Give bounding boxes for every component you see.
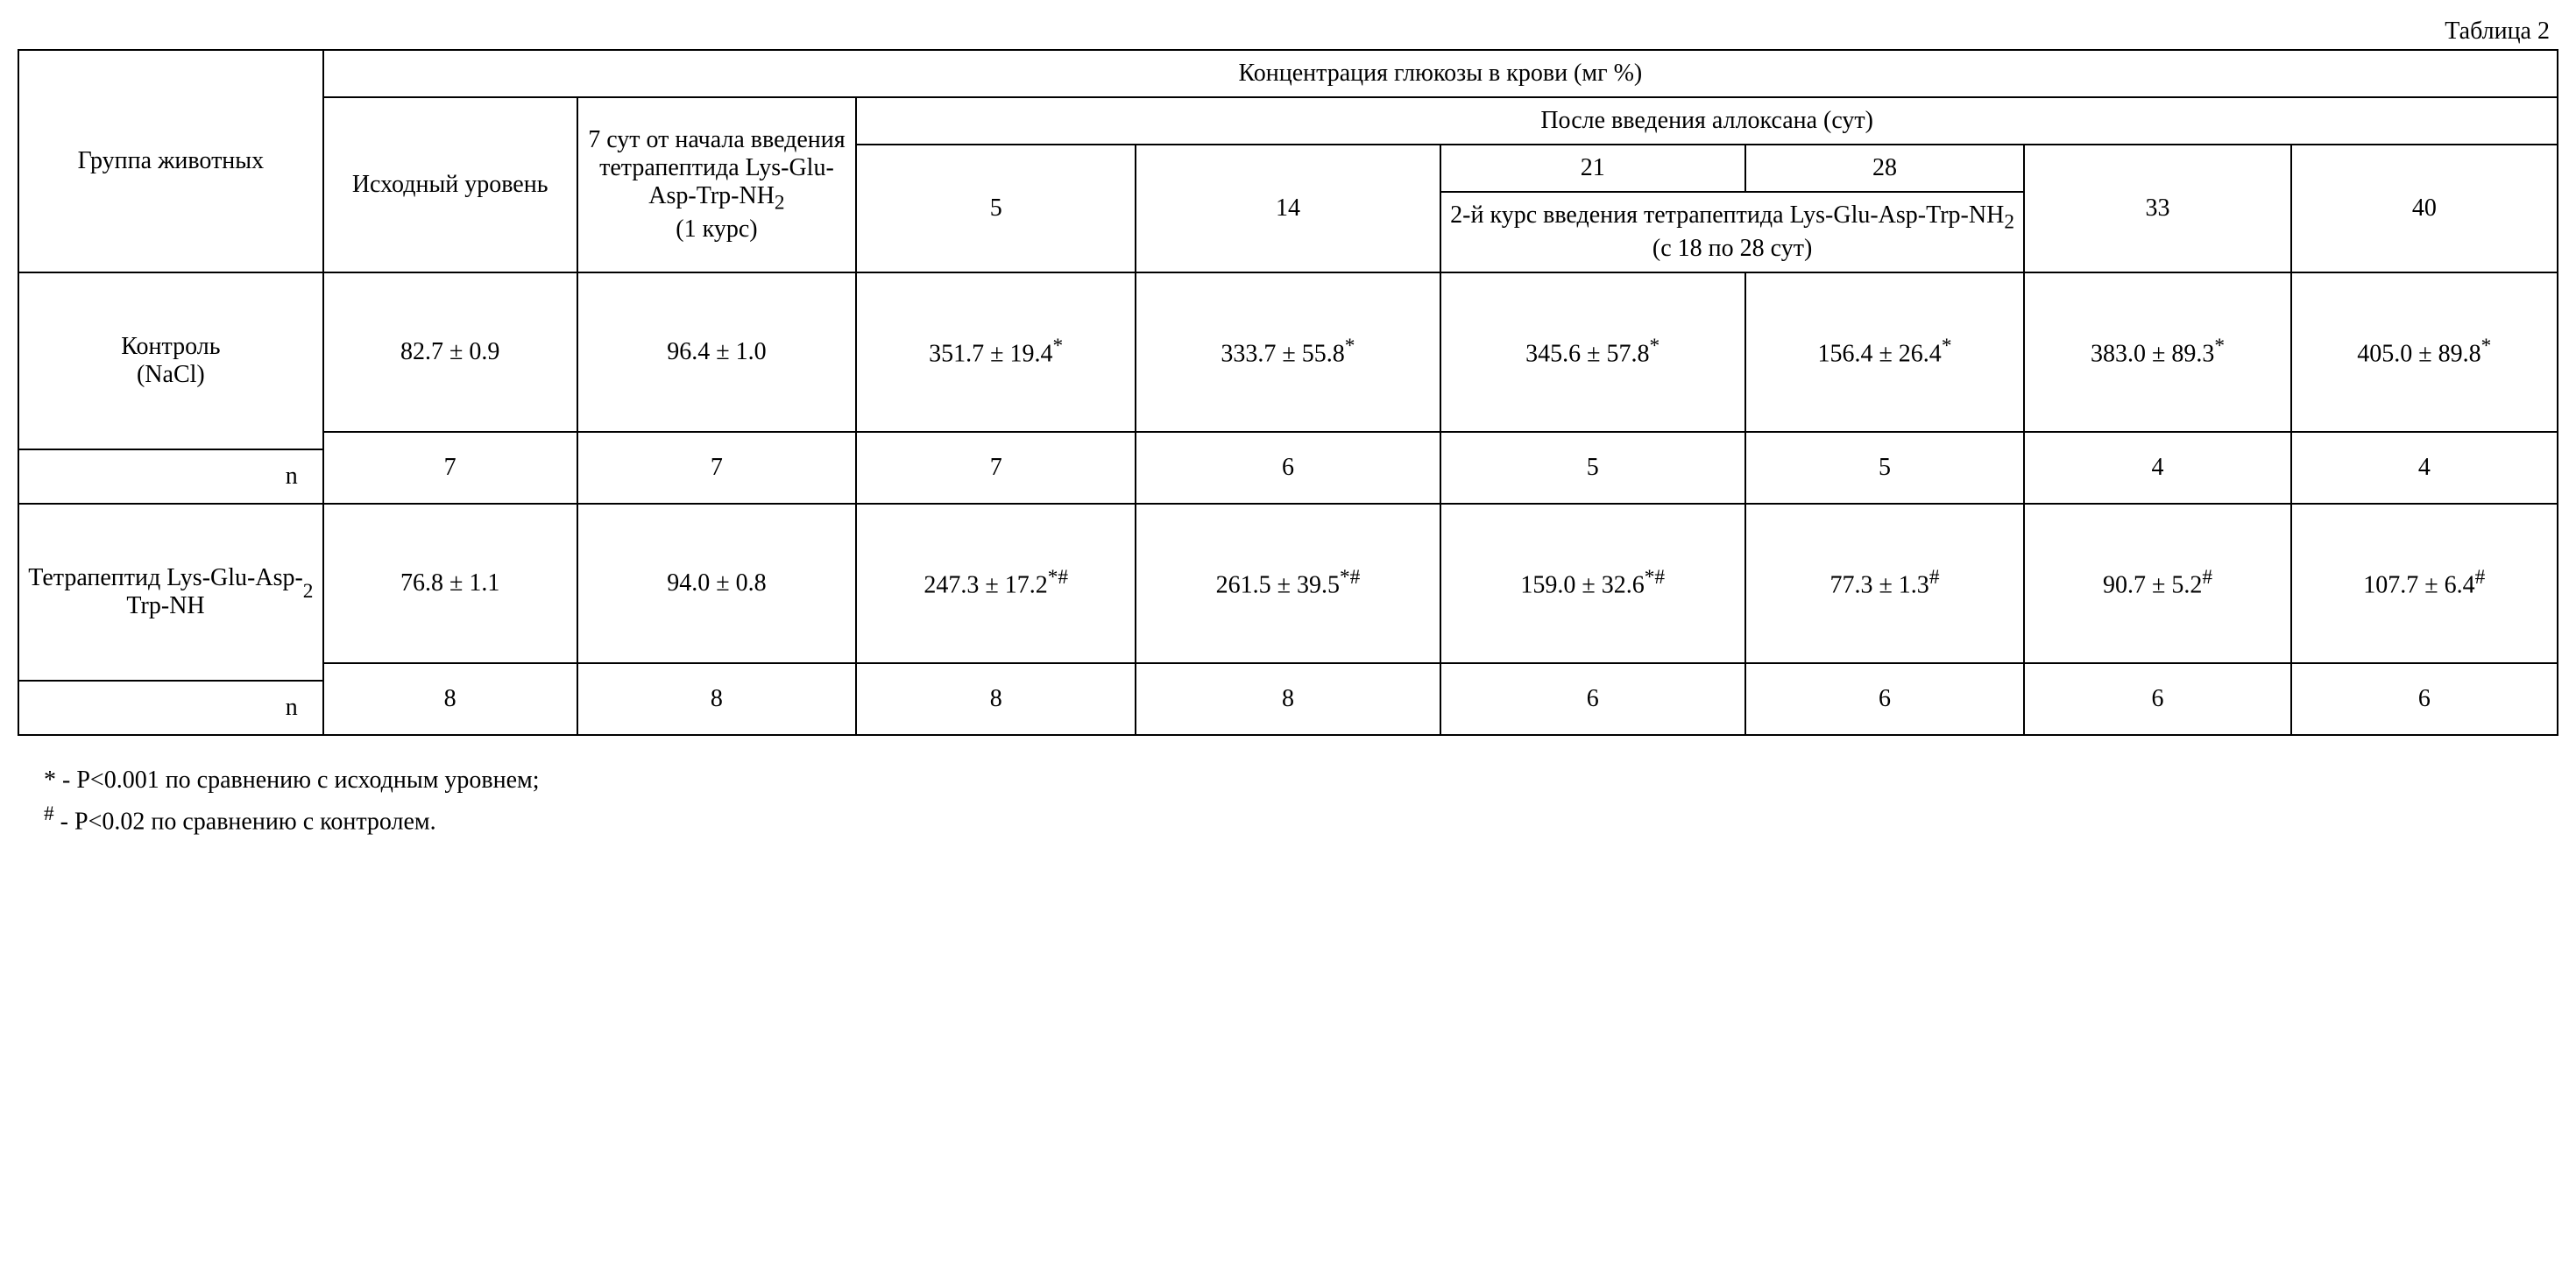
table-row: 8 8 8 8 6 6 6 6 <box>18 663 2558 735</box>
table-row: 7 7 7 6 5 5 4 4 <box>18 432 2558 504</box>
cell: 405.0 ± 89.8* <box>2291 272 2558 432</box>
cell-n: 6 <box>1745 663 2025 735</box>
footnote-hash: # - P<0.02 по сравнению с контролем. <box>44 799 2558 840</box>
cell: 96.4 ± 1.0 <box>577 272 857 432</box>
cell: 77.3 ± 1.3# <box>1745 504 2025 663</box>
cell-n: 7 <box>323 432 577 504</box>
footnotes: * - P<0.001 по сравнению с исходным уров… <box>44 762 2558 840</box>
cell: 90.7 ± 5.2# <box>2024 504 2290 663</box>
cell-n: 4 <box>2024 432 2290 504</box>
cell: 351.7 ± 19.4* <box>856 272 1136 432</box>
cell-n: 7 <box>856 432 1136 504</box>
table-row: Контроль(NaCl)n 82.7 ± 0.9 96.4 ± 1.0 35… <box>18 272 2558 432</box>
cell: 156.4 ± 26.4* <box>1745 272 2025 432</box>
cell: 383.0 ± 89.3* <box>2024 272 2290 432</box>
cell: 345.6 ± 57.8* <box>1440 272 1745 432</box>
col-group: Группа животных <box>18 50 323 272</box>
col-d28: 28 <box>1745 145 2025 192</box>
col-d40: 40 <box>2291 145 2558 272</box>
col-d5: 5 <box>856 145 1136 272</box>
cell-n: 8 <box>856 663 1136 735</box>
cell-n: 8 <box>1136 663 1440 735</box>
footnote-star: * - P<0.001 по сравнению с исходным уров… <box>44 762 2558 799</box>
cell-n: 6 <box>1136 432 1440 504</box>
cell: 94.0 ± 0.8 <box>577 504 857 663</box>
cell: 333.7 ± 55.8* <box>1136 272 1440 432</box>
col-d21: 21 <box>1440 145 1745 192</box>
cell: 107.7 ± 6.4# <box>2291 504 2558 663</box>
cell-n: 5 <box>1440 432 1745 504</box>
col-d14: 14 <box>1136 145 1440 272</box>
col-after-alloxan: После введения аллоксана (сут) <box>856 97 2558 145</box>
cell: 159.0 ± 32.6*# <box>1440 504 1745 663</box>
row-label-tetra: Тетрапептид Lys-Glu-Asp-Trp-NH2n <box>18 504 323 735</box>
col-d33: 33 <box>2024 145 2290 272</box>
cell: 76.8 ± 1.1 <box>323 504 577 663</box>
row-label-control: Контроль(NaCl)n <box>18 272 323 504</box>
table-row: Тетрапептид Lys-Glu-Asp-Trp-NH2n 76.8 ± … <box>18 504 2558 663</box>
cell-n: 5 <box>1745 432 2025 504</box>
cell: 247.3 ± 17.2*# <box>856 504 1136 663</box>
cell-n: 6 <box>1440 663 1745 735</box>
cell-n: 4 <box>2291 432 2558 504</box>
cell-n: 6 <box>2291 663 2558 735</box>
cell-n: 8 <box>323 663 577 735</box>
cell-n: 7 <box>577 432 857 504</box>
col-main: Концентрация глюкозы в крови (мг %) <box>323 50 2558 97</box>
cell-n: 6 <box>2024 663 2290 735</box>
table-caption: Таблица 2 <box>18 18 2558 49</box>
col-course2: 2-й курс введения тетрапептида Lys-Glu-A… <box>1440 192 2025 272</box>
glucose-table: Группа животных Концентрация глюкозы в к… <box>18 49 2558 736</box>
col-day7: 7 сут от начала введения тетрапептида Ly… <box>577 97 857 272</box>
cell-n: 8 <box>577 663 857 735</box>
cell: 82.7 ± 0.9 <box>323 272 577 432</box>
cell: 261.5 ± 39.5*# <box>1136 504 1440 663</box>
col-baseline: Исходный уровень <box>323 97 577 272</box>
